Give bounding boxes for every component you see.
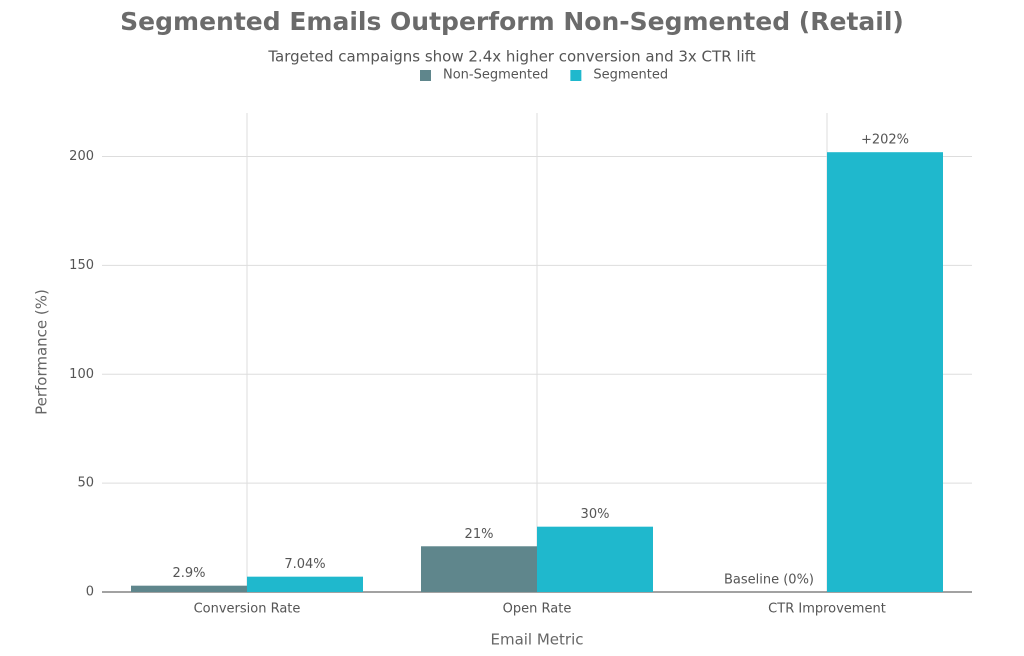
y-tick-label: 200	[69, 149, 94, 164]
x-axis-title: Email Metric	[490, 631, 583, 649]
bar	[247, 576, 363, 592]
legend-label: Non-Segmented	[443, 68, 548, 83]
value-label: +202%	[861, 133, 909, 148]
y-tick-label: 150	[69, 258, 94, 273]
legend-swatch	[570, 70, 582, 81]
legend-label: Segmented	[593, 68, 668, 83]
value-label: 2.9%	[172, 566, 205, 581]
value-label: 21%	[465, 527, 494, 542]
x-tick-label: Open Rate	[503, 602, 572, 617]
x-tick-label: CTR Improvement	[768, 602, 886, 617]
y-tick-label: 0	[86, 585, 94, 600]
y-tick-label: 100	[69, 367, 94, 382]
x-tick-label: Conversion Rate	[194, 602, 301, 617]
bar	[131, 585, 247, 592]
y-tick-label: 50	[77, 476, 94, 491]
value-label: 7.04%	[284, 557, 325, 572]
value-label: Baseline (0%)	[724, 573, 814, 588]
bar	[827, 152, 943, 592]
y-axis-title: Performance (%)	[33, 289, 51, 415]
value-label: 30%	[581, 507, 610, 522]
bar	[421, 546, 537, 592]
chart-title: Segmented Emails Outperform Non-Segmente…	[120, 7, 904, 36]
chart-subtitle: Targeted campaigns show 2.4x higher conv…	[267, 48, 755, 66]
legend-swatch	[420, 70, 431, 81]
bar	[537, 526, 653, 592]
